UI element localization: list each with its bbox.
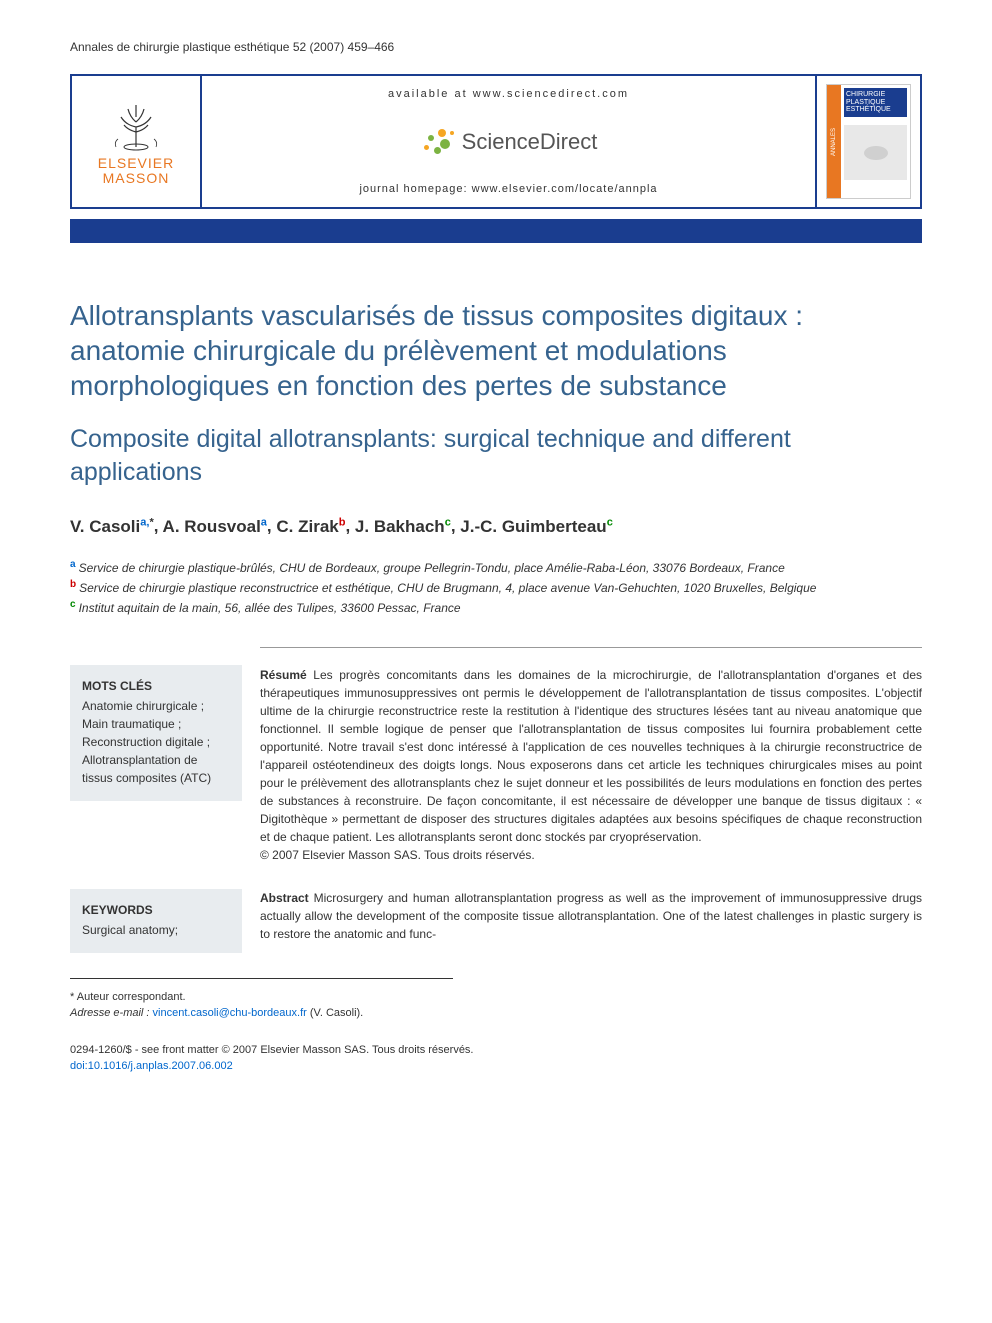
abstract-label: Abstract bbox=[260, 891, 309, 905]
resume-body: Les progrès concomitants dans les domain… bbox=[260, 668, 922, 844]
mots-cles-column: MOTS CLÉS Anatomie chirurgicale ; Main t… bbox=[70, 647, 260, 864]
cover-spine: ANNALES bbox=[827, 85, 841, 198]
corresponding-author-note: * Auteur correspondant. bbox=[70, 989, 453, 1006]
email-line: Adresse e-mail : vincent.casoli@chu-bord… bbox=[70, 1005, 453, 1022]
banner-bottom-bar bbox=[70, 219, 922, 243]
keywords-list: Surgical anatomy; bbox=[82, 921, 230, 939]
resume-row: MOTS CLÉS Anatomie chirurgicale ; Main t… bbox=[70, 647, 922, 864]
publisher-line2: MASSON bbox=[98, 171, 174, 186]
author-2: A. Rousvoala bbox=[163, 517, 267, 536]
banner-center: available at www.sciencedirect.com Scien… bbox=[202, 76, 815, 207]
sciencedirect-text: ScienceDirect bbox=[462, 129, 598, 155]
mots-cles-head: MOTS CLÉS bbox=[82, 679, 230, 693]
journal-cover-thumb: ANNALES CHIRURGIE PLASTIQUE ESTHÉTIQUE bbox=[826, 84, 911, 199]
resume-text-block: Résumé Les progrès concomitants dans les… bbox=[260, 647, 922, 864]
author-3: C. Zirakb bbox=[276, 517, 345, 536]
copyright-block: 0294-1260/$ - see front matter © 2007 El… bbox=[70, 1042, 922, 1075]
affiliations-block: aService de chirurgie plastique-brûlés, … bbox=[70, 557, 922, 617]
abstract-body: Microsurgery and human allotransplantati… bbox=[260, 891, 922, 941]
elsevier-tree-icon bbox=[106, 97, 166, 152]
article-title-french: Allotransplants vascularisés de tissus c… bbox=[70, 298, 922, 403]
publisher-logo-block: ELSEVIER MASSON bbox=[72, 76, 202, 207]
resume-copyright: © 2007 Elsevier Masson SAS. Tous droits … bbox=[260, 846, 922, 864]
article-title-english: Composite digital allotransplants: surgi… bbox=[70, 423, 922, 488]
journal-homepage-text: journal homepage: www.elsevier.com/locat… bbox=[359, 183, 657, 195]
affiliation-b: bService de chirurgie plastique reconstr… bbox=[70, 577, 922, 597]
author-1: V. Casolia,* bbox=[70, 517, 154, 536]
cover-image-placeholder bbox=[844, 125, 907, 180]
abstract-text-block: Abstract Microsurgery and human allotran… bbox=[260, 889, 922, 953]
publisher-name: ELSEVIER MASSON bbox=[98, 156, 174, 187]
keywords-box: KEYWORDS Surgical anatomy; bbox=[70, 889, 242, 953]
keywords-head: KEYWORDS bbox=[82, 903, 230, 917]
journal-cover-block: ANNALES CHIRURGIE PLASTIQUE ESTHÉTIQUE bbox=[815, 76, 920, 207]
footnotes-block: * Auteur correspondant. Adresse e-mail :… bbox=[70, 978, 453, 1022]
resume-label: Résumé bbox=[260, 668, 307, 682]
journal-banner: ELSEVIER MASSON available at www.science… bbox=[70, 74, 922, 209]
available-at-text: available at www.sciencedirect.com bbox=[388, 88, 629, 100]
mots-cles-list: Anatomie chirurgicale ; Main traumatique… bbox=[82, 697, 230, 787]
author-4: J. Bakhachc bbox=[355, 517, 451, 536]
sciencedirect-logo: ScienceDirect bbox=[420, 127, 598, 157]
affiliation-a: aService de chirurgie plastique-brûlés, … bbox=[70, 557, 922, 577]
affiliation-c: cInstitut aquitain de la main, 56, allée… bbox=[70, 597, 922, 617]
running-head: Annales de chirurgie plastique esthétiqu… bbox=[70, 40, 922, 54]
mots-cles-box: MOTS CLÉS Anatomie chirurgicale ; Main t… bbox=[70, 665, 242, 801]
author-email-link[interactable]: vincent.casoli@chu-bordeaux.fr bbox=[153, 1007, 307, 1019]
front-matter-line: 0294-1260/$ - see front matter © 2007 El… bbox=[70, 1042, 922, 1059]
sd-dots-icon bbox=[420, 127, 456, 157]
cover-title: CHIRURGIE PLASTIQUE ESTHÉTIQUE bbox=[844, 88, 907, 117]
authors-line: V. Casolia,*, A. Rousvoala, C. Zirakb, J… bbox=[70, 516, 922, 537]
author-5: J.-C. Guimberteauc bbox=[460, 517, 613, 536]
publisher-line1: ELSEVIER bbox=[98, 156, 174, 171]
keywords-column: KEYWORDS Surgical anatomy; bbox=[70, 889, 260, 953]
abstract-row: KEYWORDS Surgical anatomy; Abstract Micr… bbox=[70, 889, 922, 953]
doi-link[interactable]: doi:10.1016/j.anplas.2007.06.002 bbox=[70, 1058, 922, 1075]
